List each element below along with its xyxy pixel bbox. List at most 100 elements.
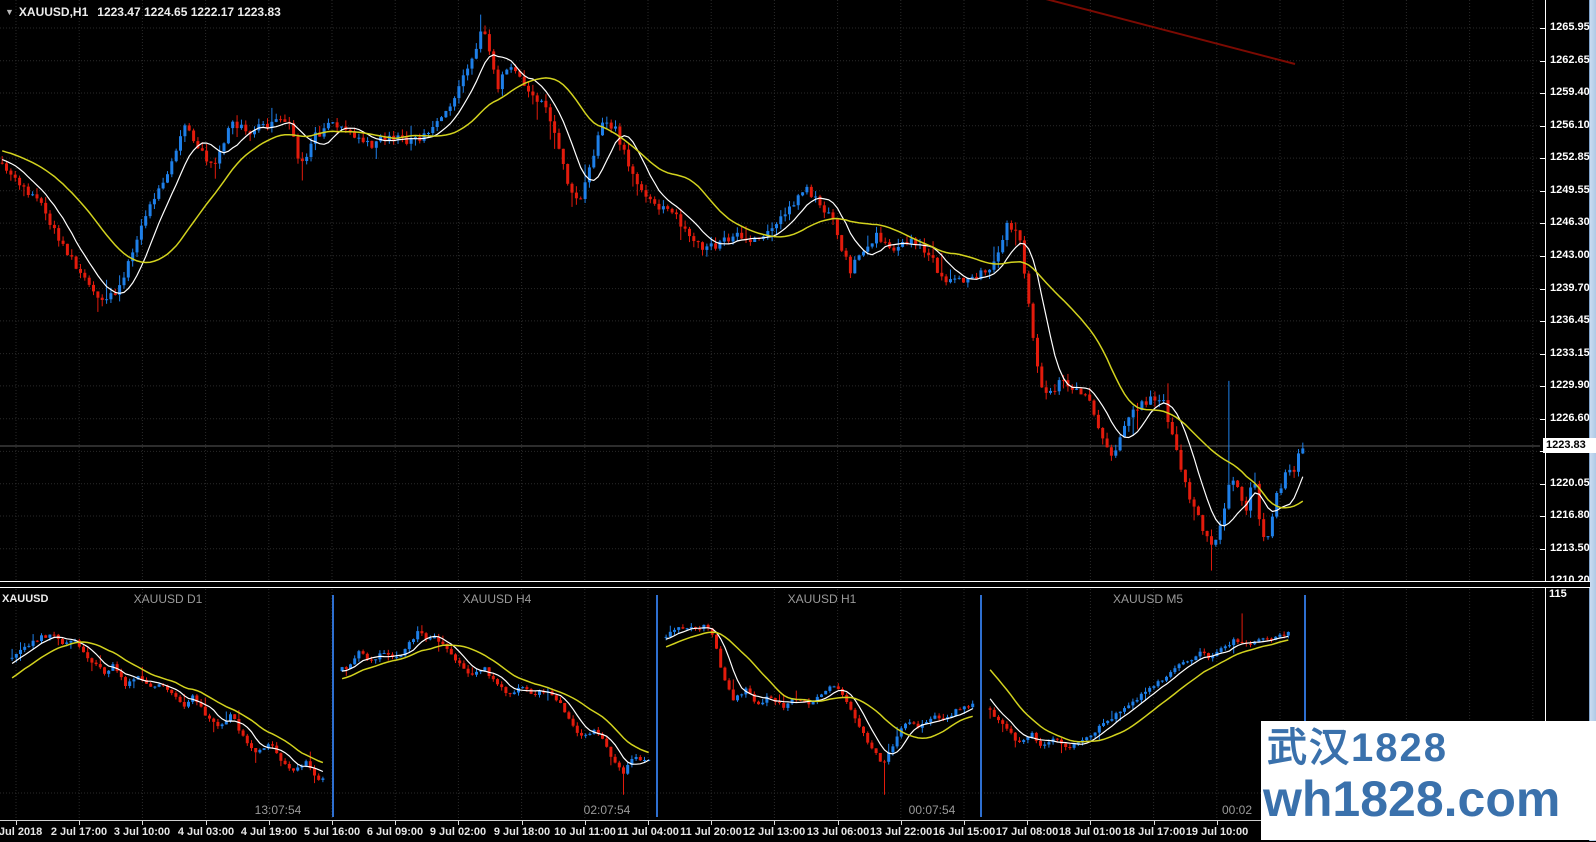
trendline-object[interactable] — [1042, 0, 1296, 65]
mini-chart-timestamp-d1: 13:07:54 — [254, 803, 302, 817]
time-label: 9 Jul 18:00 — [493, 826, 551, 838]
watermark-line1: 武汉1828 — [1267, 726, 1448, 770]
price-label: 1243.00 — [1550, 249, 1590, 261]
time-label: 19 Jul 10:00 — [1185, 826, 1249, 838]
price-tick — [1540, 126, 1545, 127]
ma_slow-line — [11, 641, 324, 764]
price-tick — [1540, 354, 1545, 355]
time-tick — [1027, 821, 1028, 825]
time-label: 6 Jul 09:00 — [366, 826, 424, 838]
time-tick — [1217, 821, 1218, 825]
price-tick — [1540, 451, 1545, 452]
time-tick — [142, 821, 143, 825]
ma_fast-line — [1, 54, 1304, 527]
ma_slow-line — [989, 639, 1289, 743]
time-label: 18 Jul 17:00 — [1122, 826, 1186, 838]
vertical-scrollbar[interactable] — [1589, 0, 1596, 841]
price-axis[interactable]: 1265.95 1262.65 1259.40 1256.10 1252.85 1249.… — [1540, 0, 1590, 820]
price-label: 1256.10 — [1550, 119, 1590, 131]
main-chart-canvas[interactable] — [0, 0, 1540, 580]
time-tick — [16, 821, 17, 825]
time-label: 17 Jul 08:00 — [995, 826, 1059, 838]
price-label: 1236.45 — [1550, 314, 1590, 326]
ma_slow-line — [665, 631, 973, 739]
mini-chart-timestamp-h1: 00:07:54 — [908, 803, 956, 817]
price-label: 1262.65 — [1550, 54, 1590, 66]
mini-chart-title-m5: XAUUSD M5 — [1112, 592, 1184, 606]
price-tick — [1540, 289, 1545, 290]
time-tick — [964, 821, 965, 825]
price-tick — [1540, 61, 1545, 62]
price-label: 1252.85 — [1550, 151, 1590, 163]
time-tick — [206, 821, 207, 825]
price-label: 1259.40 — [1550, 86, 1590, 98]
time-tick — [332, 821, 333, 825]
time-tick — [1154, 821, 1155, 825]
price-tick — [1540, 516, 1545, 517]
current-price-box: 1223.83 — [1543, 438, 1596, 453]
main-grid — [0, 0, 1540, 580]
mini-chart-title-h1: XAUUSD H1 — [787, 592, 857, 606]
time-label: 18 Jul 01:00 — [1058, 826, 1122, 838]
price-label: 1229.90 — [1550, 379, 1590, 391]
ma_fast-line — [989, 635, 1289, 745]
subwindow-scale-value: 115 — [1549, 588, 1567, 600]
price-label: 1216.80 — [1550, 509, 1590, 521]
time-tick — [585, 821, 586, 825]
time-axis[interactable]: 2 Jul 2018 2 Jul 17:00 3 Jul 10:00 4 Jul 03… — [0, 820, 1590, 842]
watermark-line2: wh1828.com — [1263, 771, 1561, 827]
time-tick — [838, 821, 839, 825]
time-label: 3 Jul 10:00 — [113, 826, 171, 838]
price-label: 1239.70 — [1550, 282, 1590, 294]
time-label: 12 Jul 13:00 — [742, 826, 806, 838]
price-tick — [1540, 158, 1545, 159]
time-tick — [458, 821, 459, 825]
time-tick — [269, 821, 270, 825]
time-label: 16 Jul 15:00 — [932, 826, 996, 838]
window-splitter[interactable] — [0, 581, 1590, 588]
time-label: 4 Jul 03:00 — [177, 826, 235, 838]
price-label: 1265.95 — [1550, 21, 1590, 33]
time-tick — [79, 821, 80, 825]
time-tick — [901, 821, 902, 825]
price-tick — [1540, 386, 1545, 387]
time-label: 4 Jul 19:00 — [240, 826, 298, 838]
subwindow-indicator-label: XAUUSD — [2, 593, 49, 605]
ma_fast-line — [11, 636, 324, 773]
price-tick — [1540, 93, 1545, 94]
ma_slow-line — [341, 644, 649, 754]
H1-candles — [0, 14, 1305, 571]
D1-candles — [10, 631, 325, 784]
time-label: 13 Jul 22:00 — [869, 826, 933, 838]
mini-chart-title-d1: XAUUSD D1 — [133, 592, 203, 606]
price-tick — [1540, 549, 1545, 550]
subwindow-canvas[interactable] — [0, 589, 1540, 818]
chart-symbol-header: ▼ XAUUSD,H1 1223.47 1224.65 1222.17 1223.8… — [5, 5, 281, 19]
price-tick — [1540, 484, 1545, 485]
price-label: 1220.05 — [1550, 477, 1590, 489]
M5-candles — [988, 613, 1290, 754]
price-label: 1246.30 — [1550, 216, 1590, 228]
ma_fast-line — [342, 635, 649, 765]
time-label: 2 Jul 2018 — [0, 826, 43, 838]
time-tick — [648, 821, 649, 825]
ma_fast-line — [665, 627, 973, 755]
ma_slow-line — [1, 77, 1304, 509]
price-label: 1213.50 — [1550, 542, 1590, 554]
time-label: 11 Jul 04:00 — [617, 826, 679, 838]
price-tick — [1540, 191, 1545, 192]
time-tick — [774, 821, 775, 825]
mini-chart-timestamp-m5: 00:02 — [1221, 803, 1253, 817]
H4-candles — [340, 625, 651, 795]
price-tick — [1540, 223, 1545, 224]
time-label: 13 Jul 06:00 — [806, 826, 870, 838]
price-tick — [1540, 419, 1545, 420]
price-label: 1249.55 — [1550, 184, 1590, 196]
watermark: 武汉1828 wh1828.com — [1261, 721, 1596, 840]
price-label: 1233.15 — [1550, 347, 1590, 359]
price-tick — [1540, 321, 1545, 322]
price-tick — [1540, 256, 1545, 257]
chevron-down-icon[interactable]: ▼ — [5, 7, 14, 17]
time-label: 5 Jul 16:00 — [303, 826, 361, 838]
